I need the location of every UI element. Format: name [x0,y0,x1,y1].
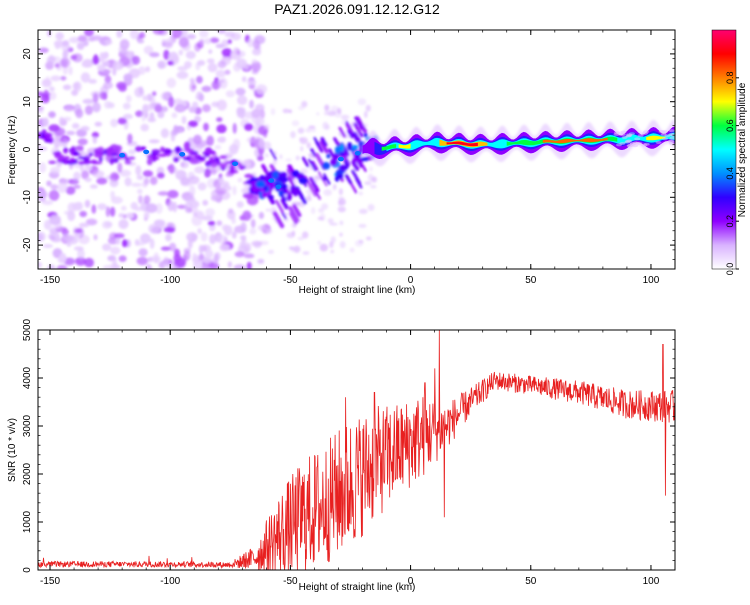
spectrogram-blobs [38,30,379,269]
colorbar-tick-label: 0.0 [725,263,735,276]
spectrogram-y-label: Frequency (Hz) [7,116,18,185]
spectrogram-y-tick-label: 0 [22,146,33,152]
snr-frame [37,329,676,571]
snr-y-ticks: 0 1000 2000 3000 4000 5000 [22,318,675,573]
colorbar-frame [711,29,737,270]
spectrogram-heatmap [38,30,675,269]
snr-y-tick-label: 1000 [22,510,33,533]
snr-x-tick-label: 100 [643,576,660,587]
snr-y-tick-label: 4000 [22,366,33,389]
colorbar: 0.0 0.2 0.4 0.6 0.8 Normalized spectral ampl… [711,29,748,276]
snr-x-tick-label: -150 [40,576,60,587]
snr-x-tick-label: -50 [283,576,298,587]
colorbar-tick-label: 0.6 [725,119,735,132]
spectrogram-ridge-band [119,118,675,190]
spectrogram-x-tick-label: 50 [525,275,537,286]
spectrogram-y-tick-label: -20 [22,237,33,252]
snr-y-tick-label: 3000 [22,414,33,437]
snr-y-tick-label: 0 [22,567,33,573]
colorbar-tick-label: 0.2 [725,215,735,228]
colorbar-ticks: 0.0 0.2 0.4 0.6 0.8 [725,72,739,276]
snr-x-label: Height of straight line (km) [299,582,416,593]
colorbar-tick-label: 0.8 [725,72,735,85]
spectrogram-x-tick-label: -150 [40,275,60,286]
snr-x-tick-label: 0 [408,576,414,587]
colorbar-label: Normalized spectral amplitude [737,82,748,217]
spectrogram-y-tick-label: -10 [22,190,33,205]
spectrogram-x-tick-label: 100 [643,275,660,286]
snr-y-tick-label: 5000 [22,318,33,341]
snr-y-tick-label: 2000 [22,462,33,485]
colorbar-tick-label: 0.4 [725,167,735,180]
chart-title: PAZ1.2026.091.12.12.G12 [274,1,440,17]
snr-x-tick-label: 50 [525,576,537,587]
colorbar-gradient [712,30,736,269]
spectrogram-x-label: Height of straight line (km) [299,285,416,296]
snr-x-tick-label: -100 [160,576,180,587]
snr-plot-area [38,330,675,570]
snr-y-label: SNR (10 * v/v) [7,418,18,482]
spectrogram-y-tick-label: 20 [22,48,33,60]
spectrogram-x-tick-label: 0 [408,275,414,286]
snr-x-ticks: -150 -100 -50 0 50 100 [40,330,676,587]
spectrogram-y-ticks: -20 -10 0 10 20 [22,29,675,270]
spectrogram-x-tick-label: -100 [160,275,180,286]
snr-panel: -150 -100 -50 0 50 100 010002000300040005000 … [7,318,676,593]
spectrogram-x-tick-label: -50 [283,275,298,286]
snr-series-line [38,330,675,570]
spectrogram-y-tick-label: 10 [22,96,33,108]
spectrogram-x-ticks: -150 -100 -50 0 50 100 [40,30,676,286]
